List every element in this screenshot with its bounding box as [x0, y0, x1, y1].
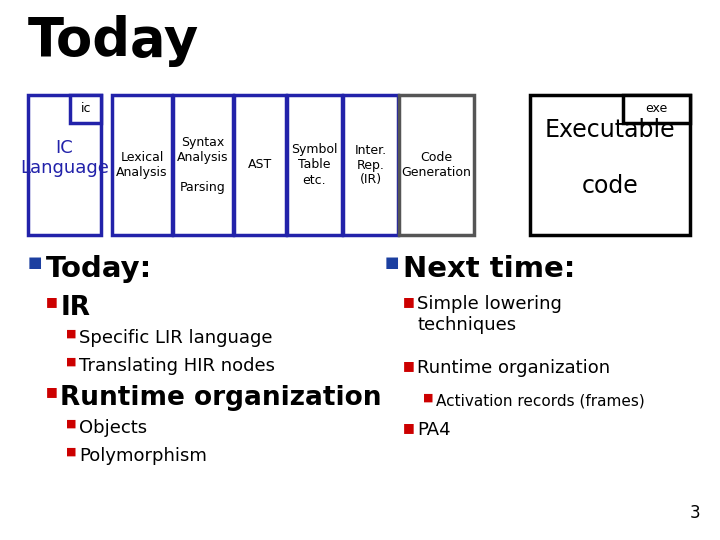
- Text: ■: ■: [46, 295, 58, 308]
- Text: Lexical
Analysis: Lexical Analysis: [116, 151, 168, 179]
- Text: exe: exe: [645, 103, 667, 116]
- Text: ic: ic: [81, 103, 91, 116]
- Text: Polymorphism: Polymorphism: [78, 447, 207, 465]
- Text: ■: ■: [46, 385, 58, 398]
- Bar: [234, 95, 286, 235]
- Text: ■: ■: [66, 357, 76, 367]
- Text: Translating HIR nodes: Translating HIR nodes: [78, 357, 275, 375]
- Bar: [530, 95, 690, 235]
- Text: ■: ■: [66, 329, 76, 339]
- Text: ■: ■: [66, 447, 76, 457]
- Bar: [71, 95, 101, 123]
- Text: Specific LIR language: Specific LIR language: [78, 329, 272, 347]
- Text: AST: AST: [248, 159, 272, 172]
- Bar: [112, 95, 172, 235]
- Text: ■: ■: [423, 393, 433, 403]
- Bar: [28, 95, 101, 235]
- Text: Simple lowering
techniques: Simple lowering techniques: [418, 295, 562, 334]
- Text: IR: IR: [60, 295, 91, 321]
- Bar: [173, 95, 233, 235]
- Text: PA4: PA4: [418, 421, 451, 439]
- Bar: [287, 95, 342, 235]
- Text: 3: 3: [689, 504, 700, 522]
- Text: ■: ■: [28, 255, 42, 270]
- Text: Objects: Objects: [78, 419, 147, 437]
- Text: ■: ■: [403, 421, 415, 434]
- Text: Next time:: Next time:: [402, 255, 575, 283]
- Bar: [623, 95, 690, 123]
- Text: Activation records (frames): Activation records (frames): [436, 393, 644, 408]
- Text: Symbol
Table
etc.: Symbol Table etc.: [292, 144, 338, 186]
- Text: ■: ■: [403, 295, 415, 308]
- Text: Today:: Today:: [45, 255, 152, 283]
- Text: Executable

code: Executable code: [545, 118, 675, 198]
- Text: Today: Today: [28, 15, 199, 67]
- Text: Runtime organization: Runtime organization: [418, 359, 611, 377]
- Bar: [399, 95, 474, 235]
- Text: ■: ■: [385, 255, 400, 270]
- Text: Syntax
Analysis

Parsing: Syntax Analysis Parsing: [177, 136, 229, 194]
- Text: ■: ■: [66, 419, 76, 429]
- Text: Code
Generation: Code Generation: [402, 151, 472, 179]
- Text: IC
Language: IC Language: [20, 139, 109, 178]
- Bar: [343, 95, 398, 235]
- Text: Inter.
Rep.
(IR): Inter. Rep. (IR): [354, 144, 387, 186]
- Text: Runtime organization: Runtime organization: [60, 385, 382, 411]
- Text: ■: ■: [403, 359, 415, 372]
